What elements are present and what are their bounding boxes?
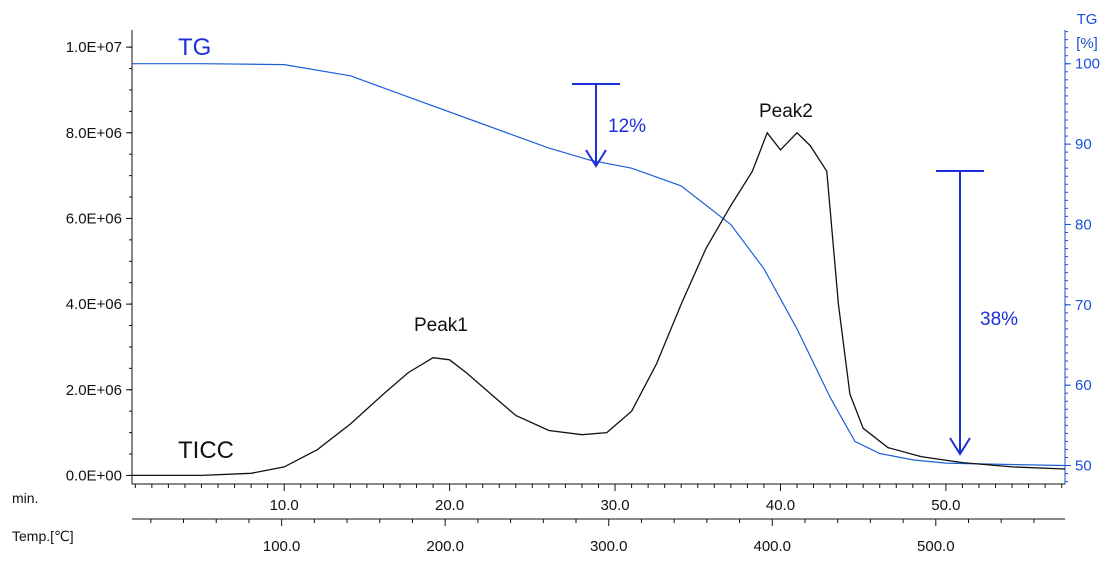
temp-axis-ticks: 100.0 200.0 300.0 400.0 500.0 bbox=[150, 519, 1035, 555]
temp-tick-label: 500.0 bbox=[917, 538, 955, 555]
temp-tick-label: 300.0 bbox=[590, 538, 628, 555]
time-tick-label: 20.0 bbox=[435, 497, 464, 514]
drop-38-arrow bbox=[936, 170, 984, 456]
tg-series-label: TG bbox=[178, 34, 211, 61]
time-tick-label: 10.0 bbox=[270, 497, 299, 514]
plot-frame bbox=[131, 30, 1066, 520]
left-tick-label: 1.0E+07 bbox=[66, 39, 122, 56]
left-tick-label: 6.0E+06 bbox=[66, 210, 122, 227]
time-tick-label: 50.0 bbox=[931, 497, 960, 514]
tg-series-line bbox=[132, 63, 1066, 467]
time-tick-label: 40.0 bbox=[766, 497, 795, 514]
left-tick-label: 8.0E+06 bbox=[66, 125, 122, 142]
time-tick-label: 30.0 bbox=[600, 497, 629, 514]
drop-12-arrow bbox=[572, 83, 620, 168]
right-tick-label: 60 bbox=[1075, 377, 1092, 394]
right-axis-title: TG bbox=[1077, 11, 1098, 28]
drop-12-label: 12% bbox=[608, 116, 646, 137]
right-tick-label: 100 bbox=[1075, 56, 1100, 73]
ticc-series-line bbox=[132, 131, 1066, 477]
peak2-label: Peak2 bbox=[759, 101, 813, 122]
time-axis-label: min. bbox=[12, 490, 38, 506]
left-tick-label: 0.0E+00 bbox=[66, 467, 122, 484]
time-axis-ticks: 10.0 20.0 30.0 40.0 50.0 bbox=[134, 484, 1063, 514]
left-tick-label: 2.0E+06 bbox=[66, 382, 122, 399]
temp-tick-label: 400.0 bbox=[753, 538, 791, 555]
drop-38-label: 38% bbox=[980, 309, 1018, 330]
left-y-axis-ticks: 0.0E+00 2.0E+06 4.0E+06 6.0E+06 8.0E+06 1.0E+… bbox=[66, 39, 132, 484]
right-tick-label: 70 bbox=[1075, 297, 1092, 314]
left-tick-label: 4.0E+06 bbox=[66, 296, 122, 313]
right-tick-label: 90 bbox=[1075, 136, 1092, 153]
right-y-axis-ticks: 50 60 70 80 90 100 bbox=[1065, 31, 1100, 483]
right-axis-unit: [%] bbox=[1076, 35, 1098, 52]
right-tick-label: 50 bbox=[1075, 458, 1092, 475]
temp-tick-label: 100.0 bbox=[263, 538, 301, 555]
right-tick-label: 80 bbox=[1075, 216, 1092, 233]
peak1-label: Peak1 bbox=[414, 315, 468, 336]
temp-tick-label: 200.0 bbox=[426, 538, 464, 555]
ticc-series-label: TICC bbox=[178, 437, 234, 464]
temp-axis-label: Temp.[℃] bbox=[12, 528, 74, 544]
